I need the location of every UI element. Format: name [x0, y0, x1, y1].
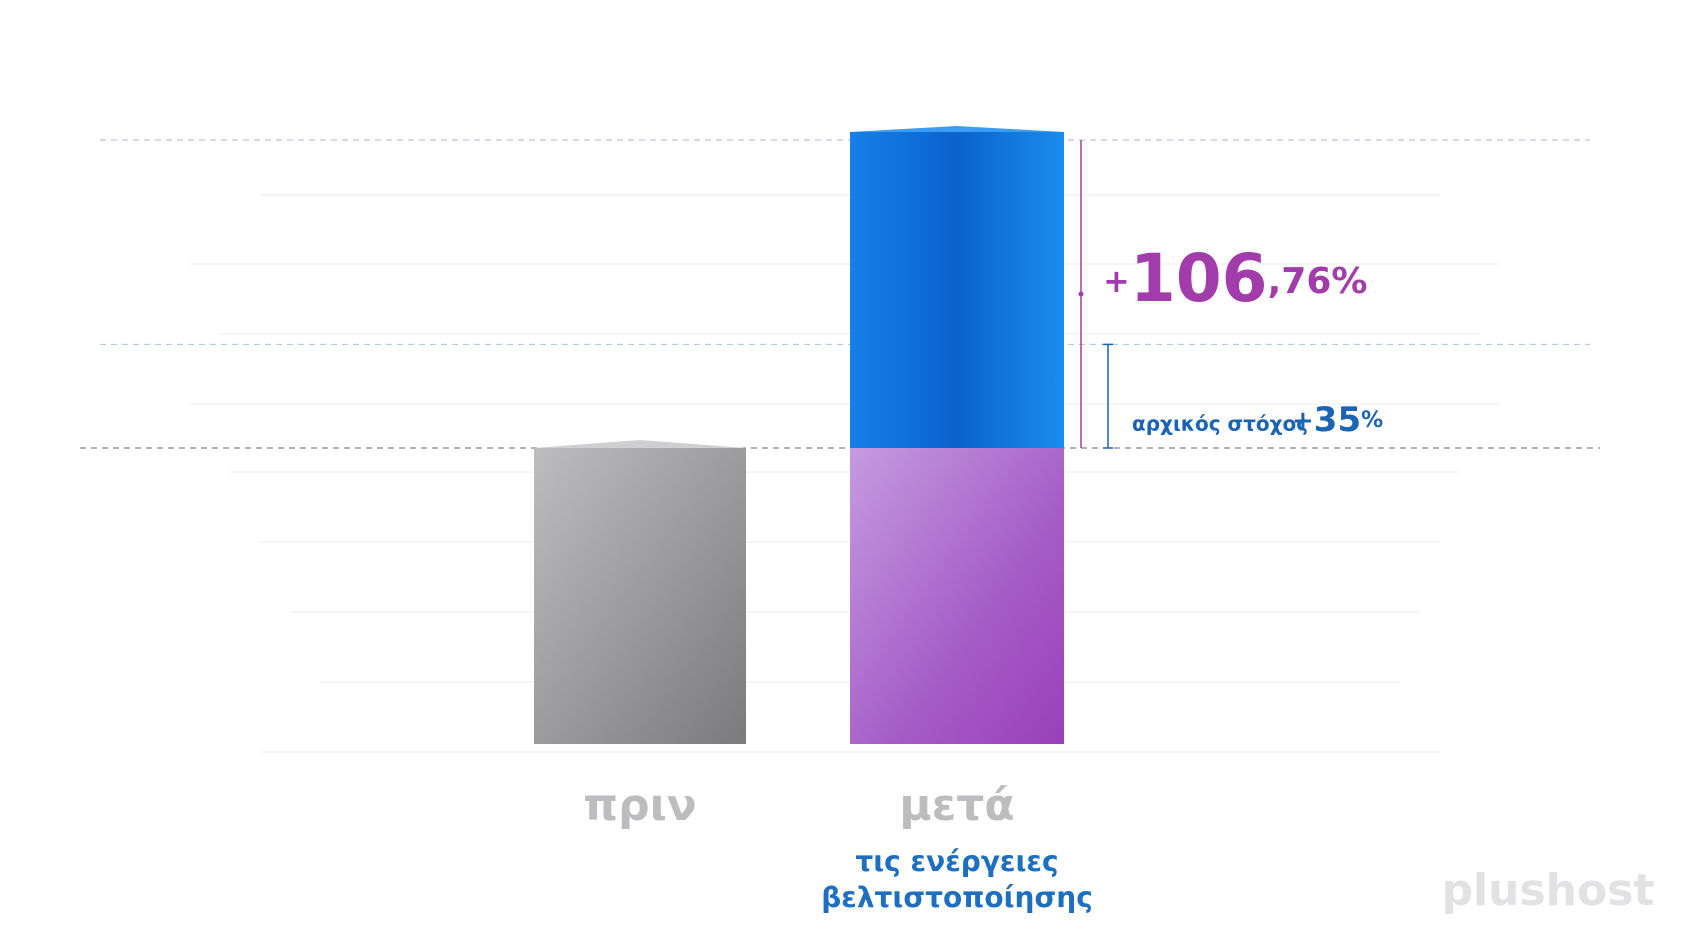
bar-gain	[850, 131, 1064, 448]
increase-dot	[1078, 291, 1084, 297]
bar	[534, 448, 746, 744]
target-text: αρχικός στόχος	[1132, 412, 1308, 436]
bar-base	[850, 448, 1064, 744]
category-caption: τις ενέργειες	[855, 845, 1058, 878]
logo: plushost	[1442, 865, 1655, 916]
target-label: +35%	[1292, 400, 1383, 440]
x-tick-label: πριν	[583, 780, 696, 831]
x-tick-label: μετά	[899, 780, 1014, 831]
category-caption: βελτιστοποίησης	[821, 881, 1093, 914]
bar-top	[850, 125, 1064, 132]
increase-label: +106,76%	[1103, 240, 1367, 317]
bar-top	[534, 440, 746, 448]
